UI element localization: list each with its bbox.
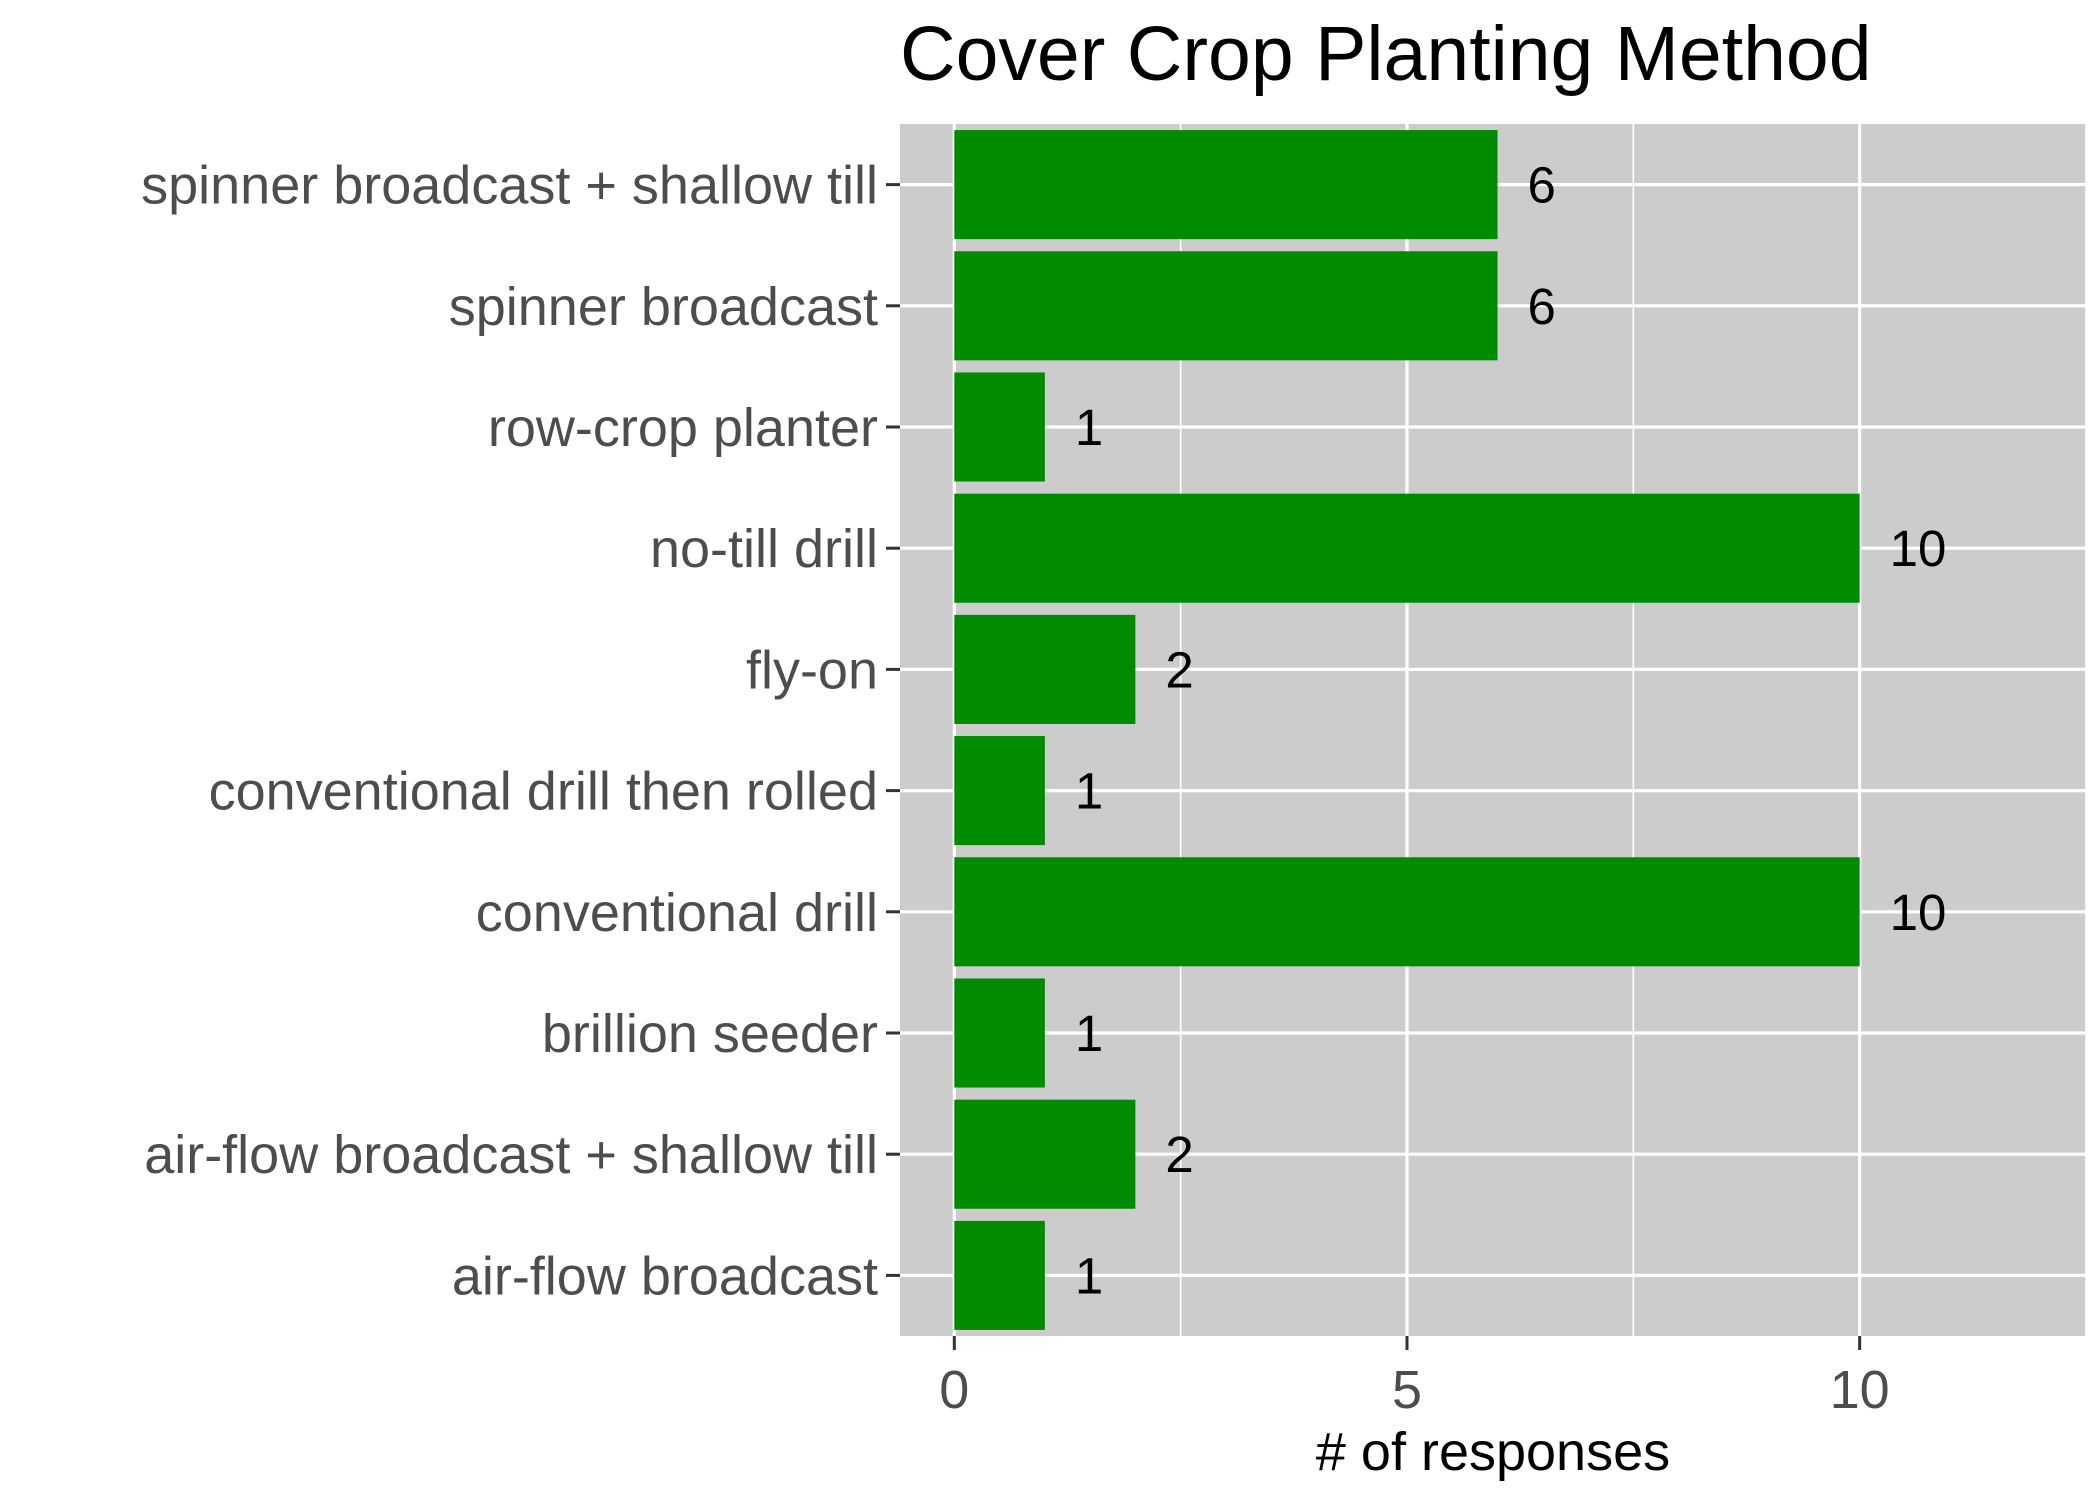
x-tick-label: 0 <box>939 1360 969 1420</box>
bar <box>954 251 1498 361</box>
data-label: 2 <box>1165 1126 1193 1183</box>
bar <box>954 736 1045 846</box>
y-axis: air-flow broadcast air-flow broadcast + s… <box>141 156 900 1306</box>
bar <box>954 130 1498 240</box>
bar <box>954 1220 1045 1330</box>
data-label: 10 <box>1890 520 1947 577</box>
data-label: 1 <box>1075 763 1103 820</box>
data-label: 1 <box>1075 1247 1103 1304</box>
y-tick-label: conventional drill <box>476 883 878 943</box>
x-tick-label: 5 <box>1392 1360 1422 1420</box>
bar <box>954 1099 1136 1209</box>
x-axis: 0 5 10 <box>939 1336 1890 1420</box>
y-tick-label: fly-on <box>746 640 878 700</box>
y-tick-label: conventional drill then rolled <box>209 762 878 822</box>
y-tick-label: air-flow broadcast <box>452 1246 878 1306</box>
bar <box>954 493 1860 603</box>
chart-title: Cover Crop Planting Method <box>900 11 1872 97</box>
y-tick-label: air-flow broadcast + shallow till <box>144 1125 878 1185</box>
y-tick-label: spinner broadcast + shallow till <box>141 156 878 216</box>
data-label: 6 <box>1528 157 1556 214</box>
bar <box>954 372 1045 482</box>
x-axis-title: # of responses <box>1316 1422 1670 1482</box>
data-label: 1 <box>1075 399 1103 456</box>
x-tick-label: 10 <box>1830 1360 1890 1420</box>
bar <box>954 857 1860 967</box>
data-label: 1 <box>1075 1005 1103 1062</box>
bars <box>954 130 1860 1330</box>
bar <box>954 978 1045 1088</box>
y-tick-label: spinner broadcast <box>449 277 878 337</box>
y-tick-label: row-crop planter <box>488 398 878 458</box>
data-label: 6 <box>1528 278 1556 335</box>
data-label: 10 <box>1890 884 1947 941</box>
y-tick-label: no-till drill <box>650 519 878 579</box>
data-labels: 1 2 1 10 1 2 10 1 6 6 <box>1075 157 1947 1305</box>
bar <box>954 614 1136 724</box>
data-label: 2 <box>1165 641 1193 698</box>
y-tick-label: brillion seeder <box>542 1004 878 1064</box>
